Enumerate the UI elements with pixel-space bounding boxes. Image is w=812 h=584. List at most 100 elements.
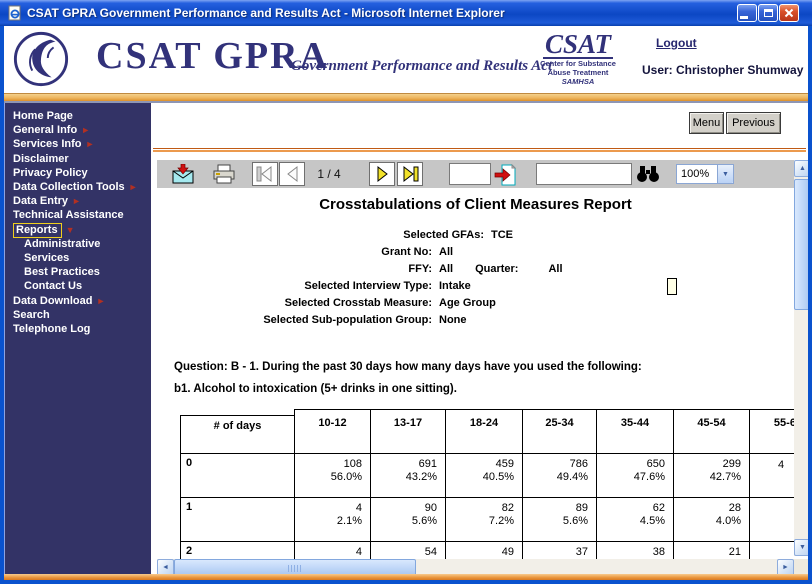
sidebar-item-services[interactable]: Services (5, 251, 151, 265)
internet-explorer-icon (8, 5, 21, 21)
last-page-button[interactable] (397, 162, 423, 186)
window-body: CSAT GPRA Government Performance and Res… (4, 26, 808, 580)
sidebar-item-label: Search (13, 308, 50, 321)
param-value: Age Group (439, 297, 496, 309)
page-indicator: 1 / 4 (317, 167, 341, 181)
sidebar-item-label: Administrative (24, 237, 101, 250)
close-icon (784, 8, 794, 18)
sidebar-item-data-entry[interactable]: Data Entry ► (5, 194, 151, 208)
sidebar-item-data-collection-tools[interactable]: Data Collection Tools ► (5, 180, 151, 194)
sidebar-item-label: Data Download (13, 294, 93, 307)
chevron-down-icon[interactable]: ▼ (717, 165, 733, 183)
next-page-icon (377, 165, 388, 183)
maximize-button[interactable] (758, 4, 778, 22)
scroll-left-icon[interactable]: ◄ (157, 559, 174, 576)
scroll-down-icon[interactable]: ▼ (794, 539, 808, 556)
sidebar-item-privacy-policy[interactable]: Privacy Policy (5, 166, 151, 180)
row-label: 0 (180, 453, 295, 498)
search-text-input[interactable] (536, 163, 632, 185)
previous-button[interactable]: Previous (726, 112, 781, 134)
scroll-up-icon[interactable]: ▲ (794, 160, 808, 177)
table-row: 2 4 54 49 37 38 21 (180, 541, 794, 559)
sidebar-item-label: Technical Assistance (13, 209, 124, 222)
sidebar-item-telephone-log[interactable]: Telephone Log (5, 322, 151, 336)
sidebar-item-label: Home Page (13, 110, 73, 122)
logout-link[interactable]: Logout (656, 36, 697, 50)
window-controls (737, 4, 799, 22)
menu-button[interactable]: Menu (689, 112, 724, 134)
export-report-icon[interactable] (172, 164, 194, 184)
table-cell: 299 42.7% (673, 453, 750, 498)
param-value: All (439, 263, 454, 275)
brand-title: CSAT GPRA (96, 35, 330, 77)
submenu-arrow-icon: ► (81, 125, 91, 136)
sidebar-item-general-info[interactable]: General Info ► (5, 123, 151, 137)
table-cell: 54 (370, 541, 446, 559)
csat-logo-sub1: Center for Substance (540, 59, 616, 68)
previous-page-button[interactable] (279, 162, 305, 186)
goto-page-icon[interactable] (494, 164, 516, 186)
sidebar-item-technical-assistance[interactable]: Technical Assistance (5, 208, 151, 222)
sidebar-item-home-page[interactable]: Home Page (5, 109, 151, 123)
param-row: FFY: All Quarter: All (157, 262, 794, 279)
vertical-scroll-thumb[interactable] (794, 179, 808, 310)
minimize-button[interactable] (737, 4, 757, 22)
horizontal-scrollbar[interactable]: ◄ ► (157, 559, 794, 576)
table-cell: 786 49.4% (522, 453, 597, 498)
table-cell: 4 (294, 541, 371, 559)
main-region: Home Page General Info ► Services Info ► D… (4, 103, 808, 576)
sidebar-item-disclaimer[interactable]: Disclaimer (5, 152, 151, 166)
zoom-select[interactable]: 100% ▼ (676, 164, 734, 184)
scrollbar-corner (794, 559, 808, 576)
question-text: Question: B - 1. During the past 30 days… (174, 361, 642, 373)
param-label: Selected Crosstab Measure: (284, 297, 432, 309)
first-page-button[interactable] (252, 162, 278, 186)
param-value: None (439, 314, 467, 326)
content-area: Menu Previous (151, 103, 808, 576)
sidebar-item-administrative[interactable]: Administrative (5, 237, 151, 251)
last-page-icon (403, 165, 419, 183)
orange-divider (153, 148, 806, 152)
search-binoculars-icon[interactable] (636, 164, 660, 184)
sidebar-item-search[interactable]: Search (5, 308, 151, 322)
next-page-button[interactable] (369, 162, 395, 186)
table-cell: 62 4.5% (596, 497, 674, 542)
sidebar-item-reports[interactable]: Reports ▼ (5, 222, 151, 238)
sidebar-item-services-info[interactable]: Services Info ► (5, 137, 151, 151)
sidebar-item-contact-us[interactable]: Contact Us (5, 279, 151, 293)
submenu-arrow-icon: ► (72, 196, 81, 207)
table-cell: 49 (445, 541, 523, 559)
param-row: Selected Sub-population Group: None (157, 313, 794, 330)
window-title: CSAT GPRA Government Performance and Res… (27, 6, 505, 20)
goto-page-input[interactable] (449, 163, 491, 185)
param-value: Intake (439, 280, 471, 292)
table-cell: 90 5.6% (370, 497, 446, 542)
col-header: 35-44 (596, 409, 674, 454)
scroll-thumb-grip (288, 565, 302, 572)
table-cell: 459 40.5% (445, 453, 523, 498)
param-value: All (439, 246, 454, 258)
csat-logo-sub2: Abuse Treatment (547, 68, 609, 77)
table-cell: 4 2.1% (294, 497, 371, 542)
close-button[interactable] (779, 4, 799, 22)
selected-item-outline: Reports (13, 222, 62, 238)
hhs-logo-icon (13, 31, 69, 87)
sidebar-item-best-practices[interactable]: Best Practices (5, 265, 151, 279)
expanded-arrow-icon: ▼ (65, 224, 75, 235)
param-label: Selected Sub-population Group: (263, 314, 432, 326)
param-row: Selected GFAs: TCE (157, 228, 794, 245)
highlight-box (667, 278, 677, 295)
sidebar-item-data-download[interactable]: Data Download ► (5, 294, 151, 308)
window-titlebar[interactable]: CSAT GPRA Government Performance and Res… (0, 0, 812, 26)
print-icon[interactable] (212, 164, 236, 184)
brand-tagline: Government Performance and Results Act (291, 58, 553, 74)
sidebar-item-label: Data Collection Tools (13, 181, 125, 194)
row-header-label: # of days (180, 415, 295, 454)
table-cell: 89 5.6% (522, 497, 597, 542)
table-cell: 691 43.2% (370, 453, 446, 498)
param-label: Selected Interview Type: (304, 280, 432, 292)
param-label: Grant No: (381, 246, 432, 258)
row-label: 2 (180, 541, 295, 559)
vertical-scrollbar[interactable]: ▲ ▼ (794, 160, 808, 556)
table-header-row: # of days 10-12 13-17 18-24 25-34 35-44 … (180, 409, 794, 454)
